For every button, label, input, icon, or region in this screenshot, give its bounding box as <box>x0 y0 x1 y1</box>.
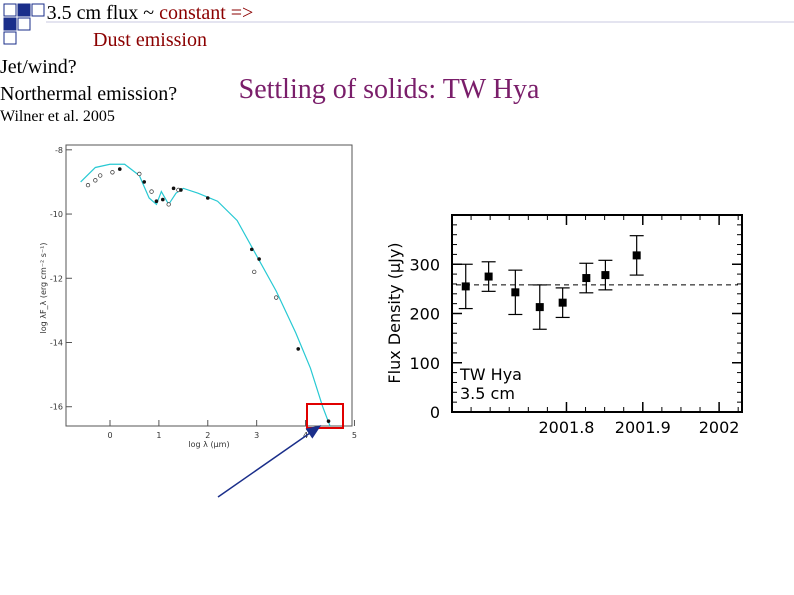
sed-xlabel: log λ (μm) <box>188 440 229 449</box>
sed-filled-point <box>117 167 122 171</box>
corner-square <box>3 31 17 45</box>
sed-filled-point <box>326 419 331 423</box>
sed-filled-point <box>154 199 159 203</box>
sed-filled-point <box>161 197 165 202</box>
flux-ytick-label: 200 <box>409 305 440 324</box>
flux-point <box>632 251 641 260</box>
reference-note: Wilner et al. 2005 <box>0 108 115 125</box>
flux-point <box>582 274 591 283</box>
sed-xtick-label: 0 <box>107 431 112 440</box>
sed-open-point <box>98 173 103 178</box>
sed-open-point <box>274 295 279 300</box>
slide-title: Settling of solids: TW Hya <box>238 74 540 105</box>
corner-square <box>17 17 31 31</box>
sed-open-point <box>93 178 98 183</box>
sed-filled-point <box>205 196 210 200</box>
sed-open-point <box>110 170 115 175</box>
sed-xtick-label: 1 <box>156 431 161 440</box>
flux-note-prefix: 3.5 cm flux ~ <box>46 2 160 24</box>
flux-point <box>484 272 493 281</box>
sed-ytick-label: -12 <box>50 274 63 283</box>
jet-note: Jet/wind? Northermal emission? <box>0 54 794 108</box>
sed-ylabel: log λF_λ (erg cm⁻² s⁻¹) <box>39 242 48 333</box>
sed-xtick-label: 3 <box>254 431 259 440</box>
sed-ytick-label: -8 <box>55 146 63 155</box>
flux-point <box>535 303 544 312</box>
sed-open-point <box>252 269 257 275</box>
sed-filled-point <box>179 188 183 192</box>
sed-frame <box>65 144 353 427</box>
sed-ytick-label: -16 <box>50 403 63 412</box>
sed-ytick-label: -10 <box>50 210 63 219</box>
flux-xtick-label: 2001.8 <box>538 418 594 437</box>
flux-ytick-label: 100 <box>409 354 440 373</box>
flux-label-line1: TW Hya <box>459 365 522 384</box>
jet-note-line2: Northermal emission? <box>0 83 178 105</box>
sed-filled-point <box>171 186 176 191</box>
corner-square <box>31 3 45 17</box>
corner-square <box>3 3 17 17</box>
flux-ytick-label: 0 <box>430 403 440 422</box>
arrow-line <box>217 425 322 498</box>
flux-point <box>601 271 610 280</box>
sed-xtick-label: 2 <box>205 431 210 440</box>
flux-label-line2: 3.5 cm <box>460 384 515 403</box>
sed-open-point <box>149 189 154 194</box>
sed-open-point <box>137 171 142 177</box>
corner-square <box>17 3 31 17</box>
highlight-box <box>306 403 344 429</box>
flux-xtick-label: 2001.9 <box>615 418 671 437</box>
flux-note-line2: Dust emission <box>93 29 207 51</box>
flux-point <box>461 282 470 291</box>
flux-ylabel: Flux Density (μJy) <box>385 242 404 383</box>
flux-note: 3.5 cm flux ~ constant => Dust emission <box>0 0 300 54</box>
flux-note-highlight: constant => <box>159 2 254 24</box>
sed-open-point <box>166 202 171 207</box>
sed-filled-point <box>257 257 261 261</box>
sed-ytick-label: -14 <box>50 339 63 348</box>
sed-xtick-label: 5 <box>352 431 357 440</box>
flux-point <box>511 288 520 297</box>
jet-note-line1: Jet/wind? <box>0 56 77 78</box>
sed-filled-point <box>296 347 301 351</box>
flux-ytick-label: 300 <box>409 255 440 274</box>
sed-open-point <box>85 182 91 188</box>
sed-filled-point <box>142 180 147 184</box>
flux-point <box>558 298 567 307</box>
flux-xtick-label: 2002 <box>699 418 740 437</box>
corner-square <box>3 17 17 31</box>
sed-filled-point <box>249 247 254 252</box>
